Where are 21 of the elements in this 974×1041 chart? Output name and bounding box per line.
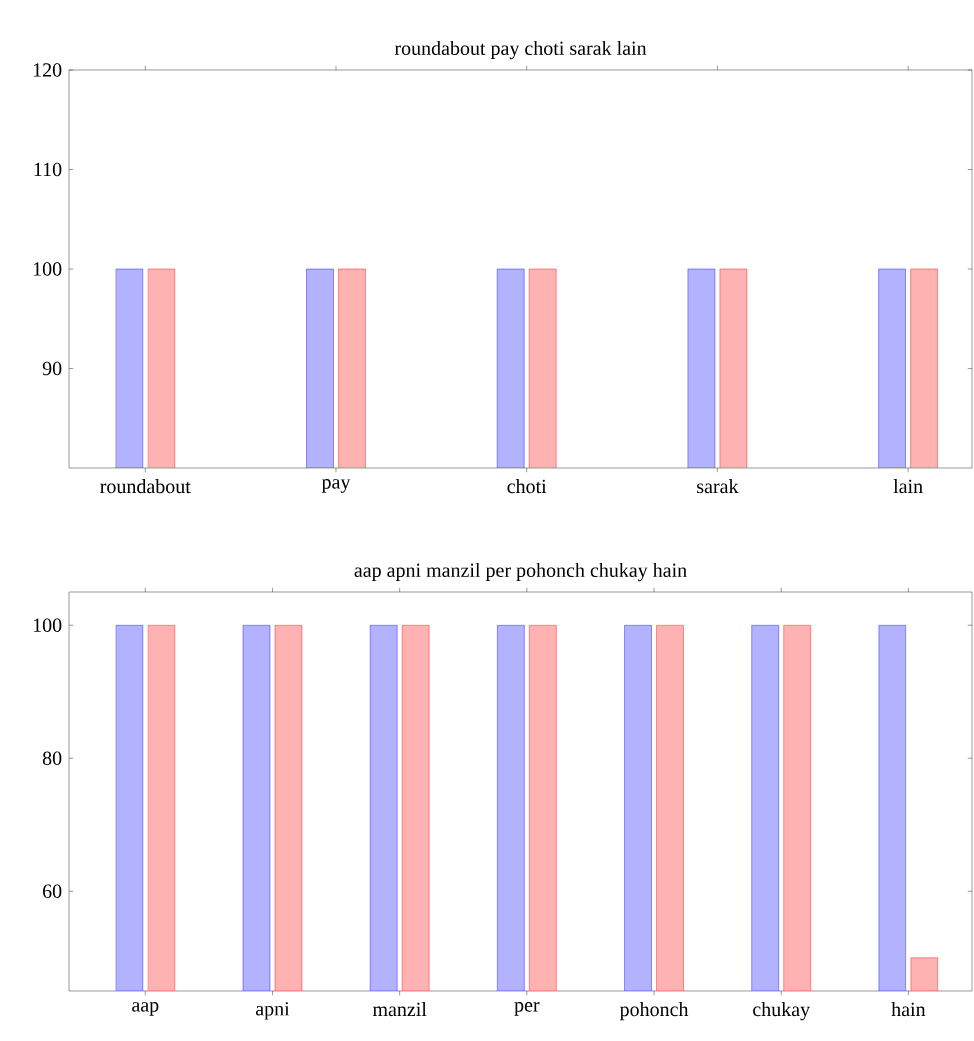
x-tick-label: manzil (372, 1002, 427, 1017)
x-tick-label: pay (321, 479, 351, 493)
x-tick-label: aap (132, 1002, 159, 1016)
y-tick-label: 60 (43, 884, 62, 898)
y-tick-label: 80 (42, 751, 62, 765)
x-tick-label: roundabout (100, 479, 191, 494)
chart-title: roundabout pay choti sarak lain (394, 40, 647, 60)
y-tick-label: 110 (34, 162, 62, 177)
x-tick-label: choti (507, 479, 547, 494)
x-tick-label: per (514, 1002, 540, 1016)
x-tick-label: apni (255, 1002, 290, 1020)
y-tick-label: 120 (33, 63, 62, 77)
y-tick-label: 90 (42, 361, 62, 376)
x-tick-label: sarak (697, 479, 739, 494)
x-tick-label: hain (891, 1002, 926, 1017)
y-tick-label: 100 (33, 262, 62, 276)
y-tick-label: 100 (33, 618, 62, 632)
x-tick-label: pohonch (619, 1002, 689, 1021)
x-tick-label: chukay (753, 1002, 811, 1021)
chart-title: aap apni manzil per pohonch chukay hain (354, 562, 687, 582)
x-tick-label: lain (893, 479, 923, 494)
